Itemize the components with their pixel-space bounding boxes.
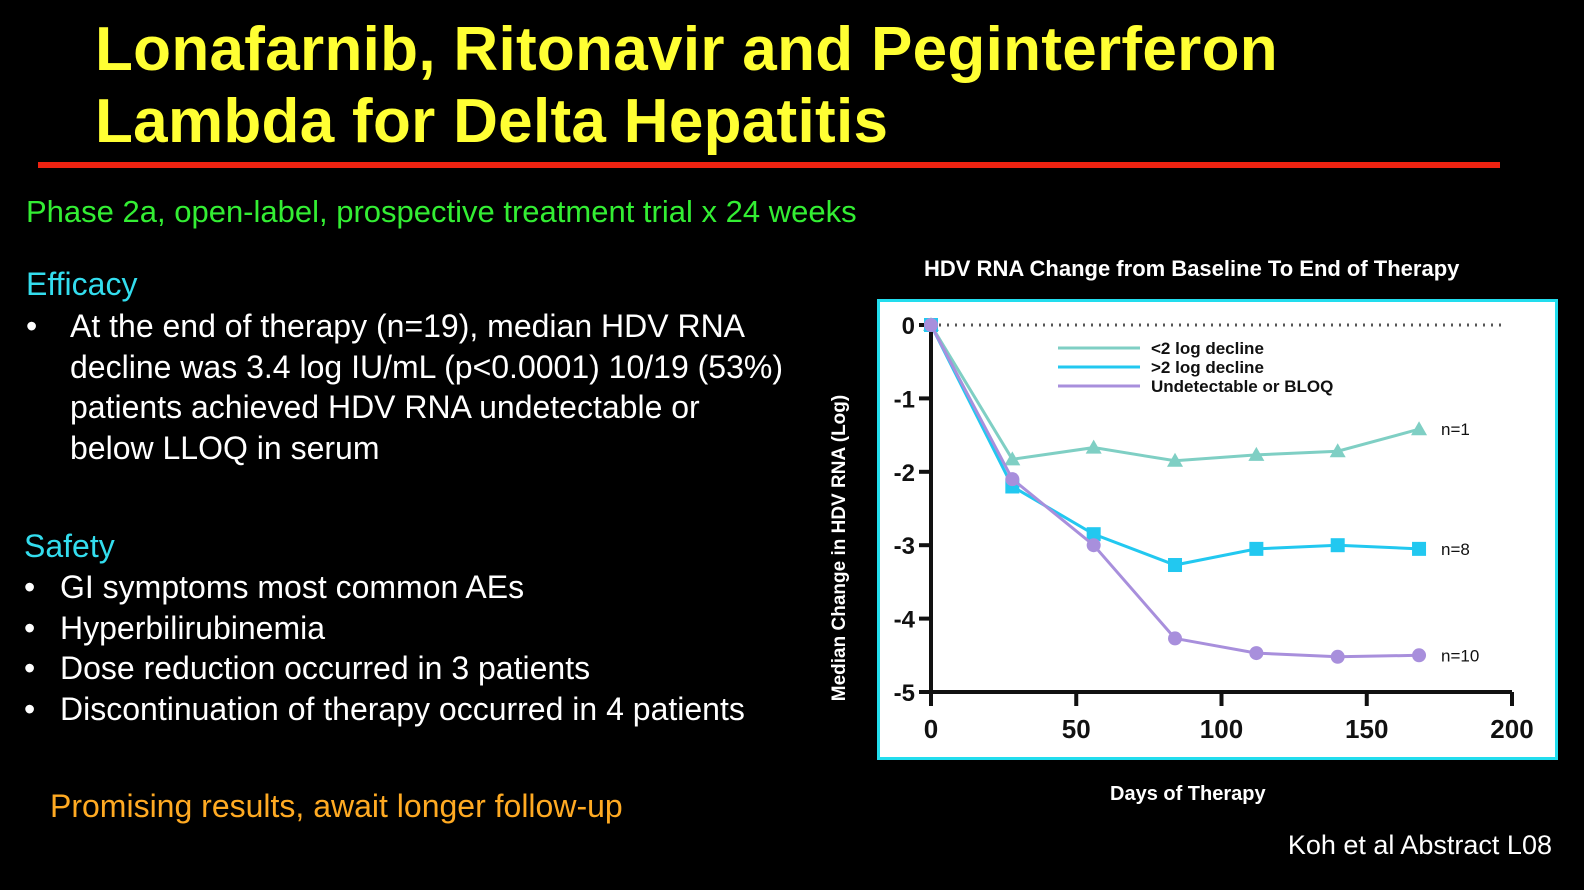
subtitle: Phase 2a, open-label, prospective treatm…	[26, 194, 857, 229]
y-tick-label: -3	[894, 533, 915, 560]
data-point-square	[1086, 527, 1101, 542]
chart: 0 -1 -2 -3 -4 -5 0 50 100 150 200 n=1 <2 log decline…	[894, 313, 1534, 744]
x-tick-label: 200	[1490, 714, 1533, 744]
data-point-square	[1412, 541, 1427, 556]
data-point-triangle	[1411, 421, 1428, 436]
data-point-circle	[1249, 646, 1264, 661]
conclusion: Promising results, await longer follow-u…	[50, 788, 623, 824]
title-divider	[38, 162, 1500, 168]
safety-heading: Safety	[24, 528, 115, 564]
x-tick-label: 100	[1200, 714, 1243, 744]
data-point-triangle	[1167, 452, 1184, 467]
efficacy-item: At the end of therapy (n=19), median HDV…	[26, 306, 786, 468]
slide-title: Lonafarnib, Ritonavir and Peginterferon …	[95, 14, 1278, 158]
data-point-triangle	[1329, 443, 1346, 458]
x-tick-label: 0	[924, 714, 938, 744]
legend-label: >2 log decline	[1151, 358, 1264, 377]
x-tick-label: 50	[1062, 714, 1091, 744]
y-tick-label: -4	[894, 607, 916, 634]
y-tick-label: -1	[894, 386, 915, 413]
chart-title: HDV RNA Change from Baseline To End of T…	[924, 256, 1460, 281]
data-point-square	[1249, 541, 1264, 556]
data-point-square	[1330, 538, 1345, 553]
y-axis-label: Median Change in HDV RNA (Log)	[829, 394, 850, 702]
efficacy-list: At the end of therapy (n=19), median HDV…	[26, 306, 786, 468]
y-tick-label: -2	[894, 460, 915, 487]
safety-item: Discontinuation of therapy occurred in 4…	[24, 689, 745, 730]
safety-item: GI symptoms most common AEs	[24, 567, 745, 608]
x-tick-label: 150	[1345, 714, 1388, 744]
y-tick-label: 0	[902, 313, 915, 340]
data-point-triangle	[1085, 439, 1102, 454]
title-line-1: Lonafarnib, Ritonavir and Peginterferon	[95, 15, 1278, 84]
legend-label: Undetectable or BLOQ	[1151, 377, 1333, 396]
data-point-circle	[924, 318, 938, 332]
series-end-label: n=10	[1441, 646, 1479, 665]
data-point-circle	[1330, 649, 1345, 664]
series-end-label: n=1	[1441, 420, 1470, 439]
safety-item: Dose reduction occurred in 3 patients	[24, 648, 745, 689]
data-point-circle	[1412, 648, 1427, 663]
data-point-circle	[1005, 472, 1020, 487]
data-point-circle	[1086, 538, 1101, 553]
x-axis-label: Days of Therapy	[1110, 783, 1266, 805]
data-point-square	[1168, 558, 1183, 573]
efficacy-heading: Efficacy	[26, 266, 138, 302]
citation: Koh et al Abstract L08	[1287, 830, 1552, 860]
series-end-label: n=8	[1441, 540, 1470, 559]
title-line-2: Lambda for Delta Hepatitis	[95, 87, 889, 156]
chart-frame: 0 -1 -2 -3 -4 -5 0 50 100 150 200 n=1 <2 log decline…	[877, 299, 1558, 760]
data-point-triangle	[1248, 446, 1265, 461]
safety-list: GI symptoms most common AEs Hyperbilirub…	[24, 567, 745, 729]
safety-item: Hyperbilirubinemia	[24, 608, 745, 649]
y-tick-label: -5	[894, 680, 915, 707]
data-point-triangle	[1004, 451, 1021, 466]
data-point-circle	[1168, 631, 1183, 646]
legend-label: <2 log decline	[1151, 339, 1264, 358]
